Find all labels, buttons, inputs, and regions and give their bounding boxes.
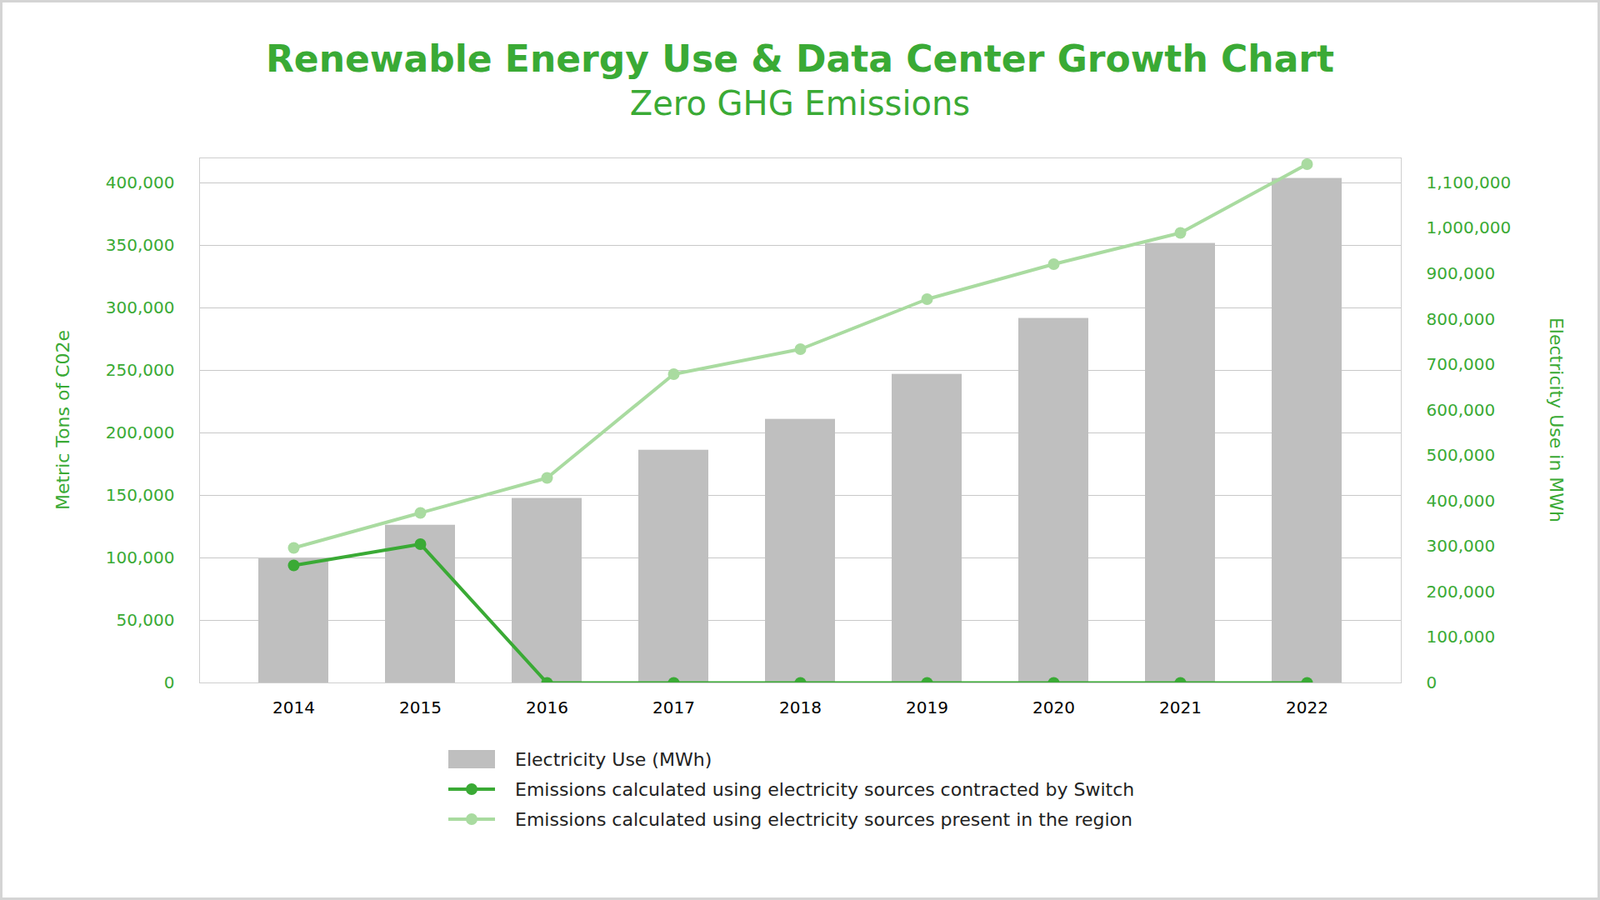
svg-text:100,000: 100,000 xyxy=(105,547,175,568)
svg-text:900,000: 900,000 xyxy=(1426,263,1496,284)
svg-text:2014: 2014 xyxy=(272,697,315,718)
html-text:Emissions calculated using ele: Emissions calculated using electricity s… xyxy=(515,778,1135,800)
svg-text:500,000: 500,000 xyxy=(1426,445,1496,465)
svg-text:200,000: 200,000 xyxy=(1426,581,1496,602)
svg-text:150,000: 150,000 xyxy=(105,485,175,505)
html-text:Emissions calculated using ele: Emissions calculated using electricity s… xyxy=(515,808,1133,830)
svg-text:400,000: 400,000 xyxy=(1426,490,1496,511)
html-text:Electricity Use in MWh: Electricity Use in MWh xyxy=(1545,317,1567,523)
html-text:Zero GHG Emissions: Zero GHG Emissions xyxy=(629,84,971,123)
svg-text:600,000: 600,000 xyxy=(1426,400,1496,420)
svg-text:2015: 2015 xyxy=(399,697,442,718)
svg-text:800,000: 800,000 xyxy=(1426,309,1496,330)
html-text:Metric Tons of C02e: Metric Tons of C02e xyxy=(52,330,73,510)
svg-text:200,000: 200,000 xyxy=(105,422,175,443)
svg-text:350,000: 350,000 xyxy=(105,235,175,255)
svg-text:300,000: 300,000 xyxy=(105,297,175,318)
svg-text:2017: 2017 xyxy=(652,697,695,718)
svg-text:300,000: 300,000 xyxy=(1426,535,1496,556)
svg-text:2020: 2020 xyxy=(1032,697,1075,718)
svg-text:0: 0 xyxy=(164,672,175,693)
svg-text:700,000: 700,000 xyxy=(1426,354,1496,375)
html-text:Renewable Energy Use & Data Ce: Renewable Energy Use & Data Center Growt… xyxy=(265,37,1335,80)
svg-text:2021: 2021 xyxy=(1159,697,1202,718)
svg-text:0: 0 xyxy=(1426,672,1438,693)
svg-text:2016: 2016 xyxy=(525,697,569,718)
svg-text:400,000: 400,000 xyxy=(105,172,175,193)
svg-text:1,000,000: 1,000,000 xyxy=(1426,217,1512,238)
svg-text:100,000: 100,000 xyxy=(1426,626,1496,647)
html-text:Electricity Use (MWh): Electricity Use (MWh) xyxy=(515,748,712,770)
svg-text:1,100,000: 1,100,000 xyxy=(1426,172,1512,193)
svg-text:2022: 2022 xyxy=(1285,697,1329,718)
svg-text:2019: 2019 xyxy=(905,697,949,718)
svg-text:50,000: 50,000 xyxy=(116,610,175,630)
svg-text:2018: 2018 xyxy=(779,697,822,718)
svg-text:250,000: 250,000 xyxy=(105,360,175,380)
